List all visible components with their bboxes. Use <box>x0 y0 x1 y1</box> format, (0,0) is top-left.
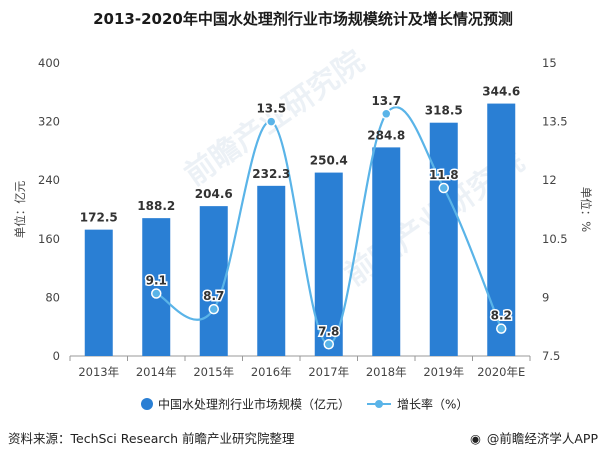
y2-tick-label: 10.5 <box>542 232 568 246</box>
bar <box>142 218 171 356</box>
line-value-label: 11.8 <box>429 168 459 182</box>
y2-axis-title: 单位：% <box>579 187 593 232</box>
legend-bar-label: 中国水处理剂行业市场规模（亿元） <box>158 397 350 412</box>
brand-credit: ◉ @前瞻经济学人APP <box>470 428 598 447</box>
legend-bar-swatch <box>141 398 153 410</box>
line-value-label: 13.7 <box>371 94 401 108</box>
x-tick-label: 2020年E <box>477 365 525 379</box>
x-tick-label: 2018年 <box>366 365 407 379</box>
y-tick-label: 320 <box>38 115 60 129</box>
bar-value-label: 172.5 <box>80 211 118 225</box>
line-value-label: 8.2 <box>491 309 512 323</box>
y2-tick-label: 13.5 <box>542 115 568 129</box>
bar-value-label: 284.8 <box>367 128 405 142</box>
bar <box>429 122 458 356</box>
weibo-icon: ◉ <box>469 431 481 446</box>
bar-value-label: 232.3 <box>252 167 290 181</box>
chart-title: 2013-2020年中国水处理剂行业市场规模统计及增长情况预测 <box>93 10 513 28</box>
x-tick-label: 2015年 <box>193 365 234 379</box>
line-value-label: 8.7 <box>203 289 224 303</box>
line-point <box>496 323 507 334</box>
line-value-label: 9.1 <box>146 273 167 287</box>
line-point <box>266 116 277 127</box>
chart-area: 0 80 160 240 320 400 7.5 9 10.5 12 13.5 15 单位：亿元 单位：%… <box>13 56 593 412</box>
y2-tick-label: 12 <box>542 173 557 187</box>
x-tick-label: 2013年 <box>78 365 119 379</box>
y2-tick-label: 15 <box>542 56 557 70</box>
footer: 资料来源：TechSci Research 前瞻产业研究院整理 ◉ @前瞻经济学人… <box>8 428 598 448</box>
line-value-label: 13.5 <box>256 102 286 116</box>
x-tick-label: 2017年 <box>308 365 349 379</box>
legend-line-label: 增长率（%） <box>397 397 468 412</box>
bar <box>487 103 516 356</box>
line-point <box>323 339 334 350</box>
x-tick-label: 2014年 <box>136 365 177 379</box>
legend-line-marker <box>375 400 383 408</box>
y-tick-label: 400 <box>38 56 60 70</box>
bar <box>84 229 113 356</box>
x-tick-label: 2019年 <box>423 365 464 379</box>
y2-tick-label: 9 <box>542 290 549 304</box>
y-tick-label: 160 <box>38 232 60 246</box>
x-tick-label: 2016年 <box>251 365 292 379</box>
bar <box>199 206 228 356</box>
bar <box>257 185 286 356</box>
bar <box>314 172 343 356</box>
y-axis-title: 单位：亿元 <box>13 180 27 238</box>
line-point <box>151 288 162 299</box>
bar-value-label: 204.6 <box>195 187 233 201</box>
y2-tick-label: 7.5 <box>542 349 560 363</box>
line-point <box>438 182 449 194</box>
y-tick-label: 0 <box>53 349 60 363</box>
source-note: 资料来源：TechSci Research 前瞻产业研究院整理 <box>8 431 295 446</box>
bar <box>372 147 401 356</box>
bar-value-label: 250.4 <box>310 154 348 168</box>
bar-value-label: 318.5 <box>425 104 463 118</box>
line-point <box>381 108 392 120</box>
line-point <box>208 303 219 315</box>
brand-credit-text: @前瞻经济学人APP <box>486 431 598 446</box>
y-tick-label: 240 <box>38 173 60 187</box>
line-value-label: 7.8 <box>318 324 339 338</box>
bar-value-label: 188.2 <box>137 199 175 213</box>
bar-value-label: 344.6 <box>482 85 520 99</box>
y-tick-label: 80 <box>45 290 60 304</box>
